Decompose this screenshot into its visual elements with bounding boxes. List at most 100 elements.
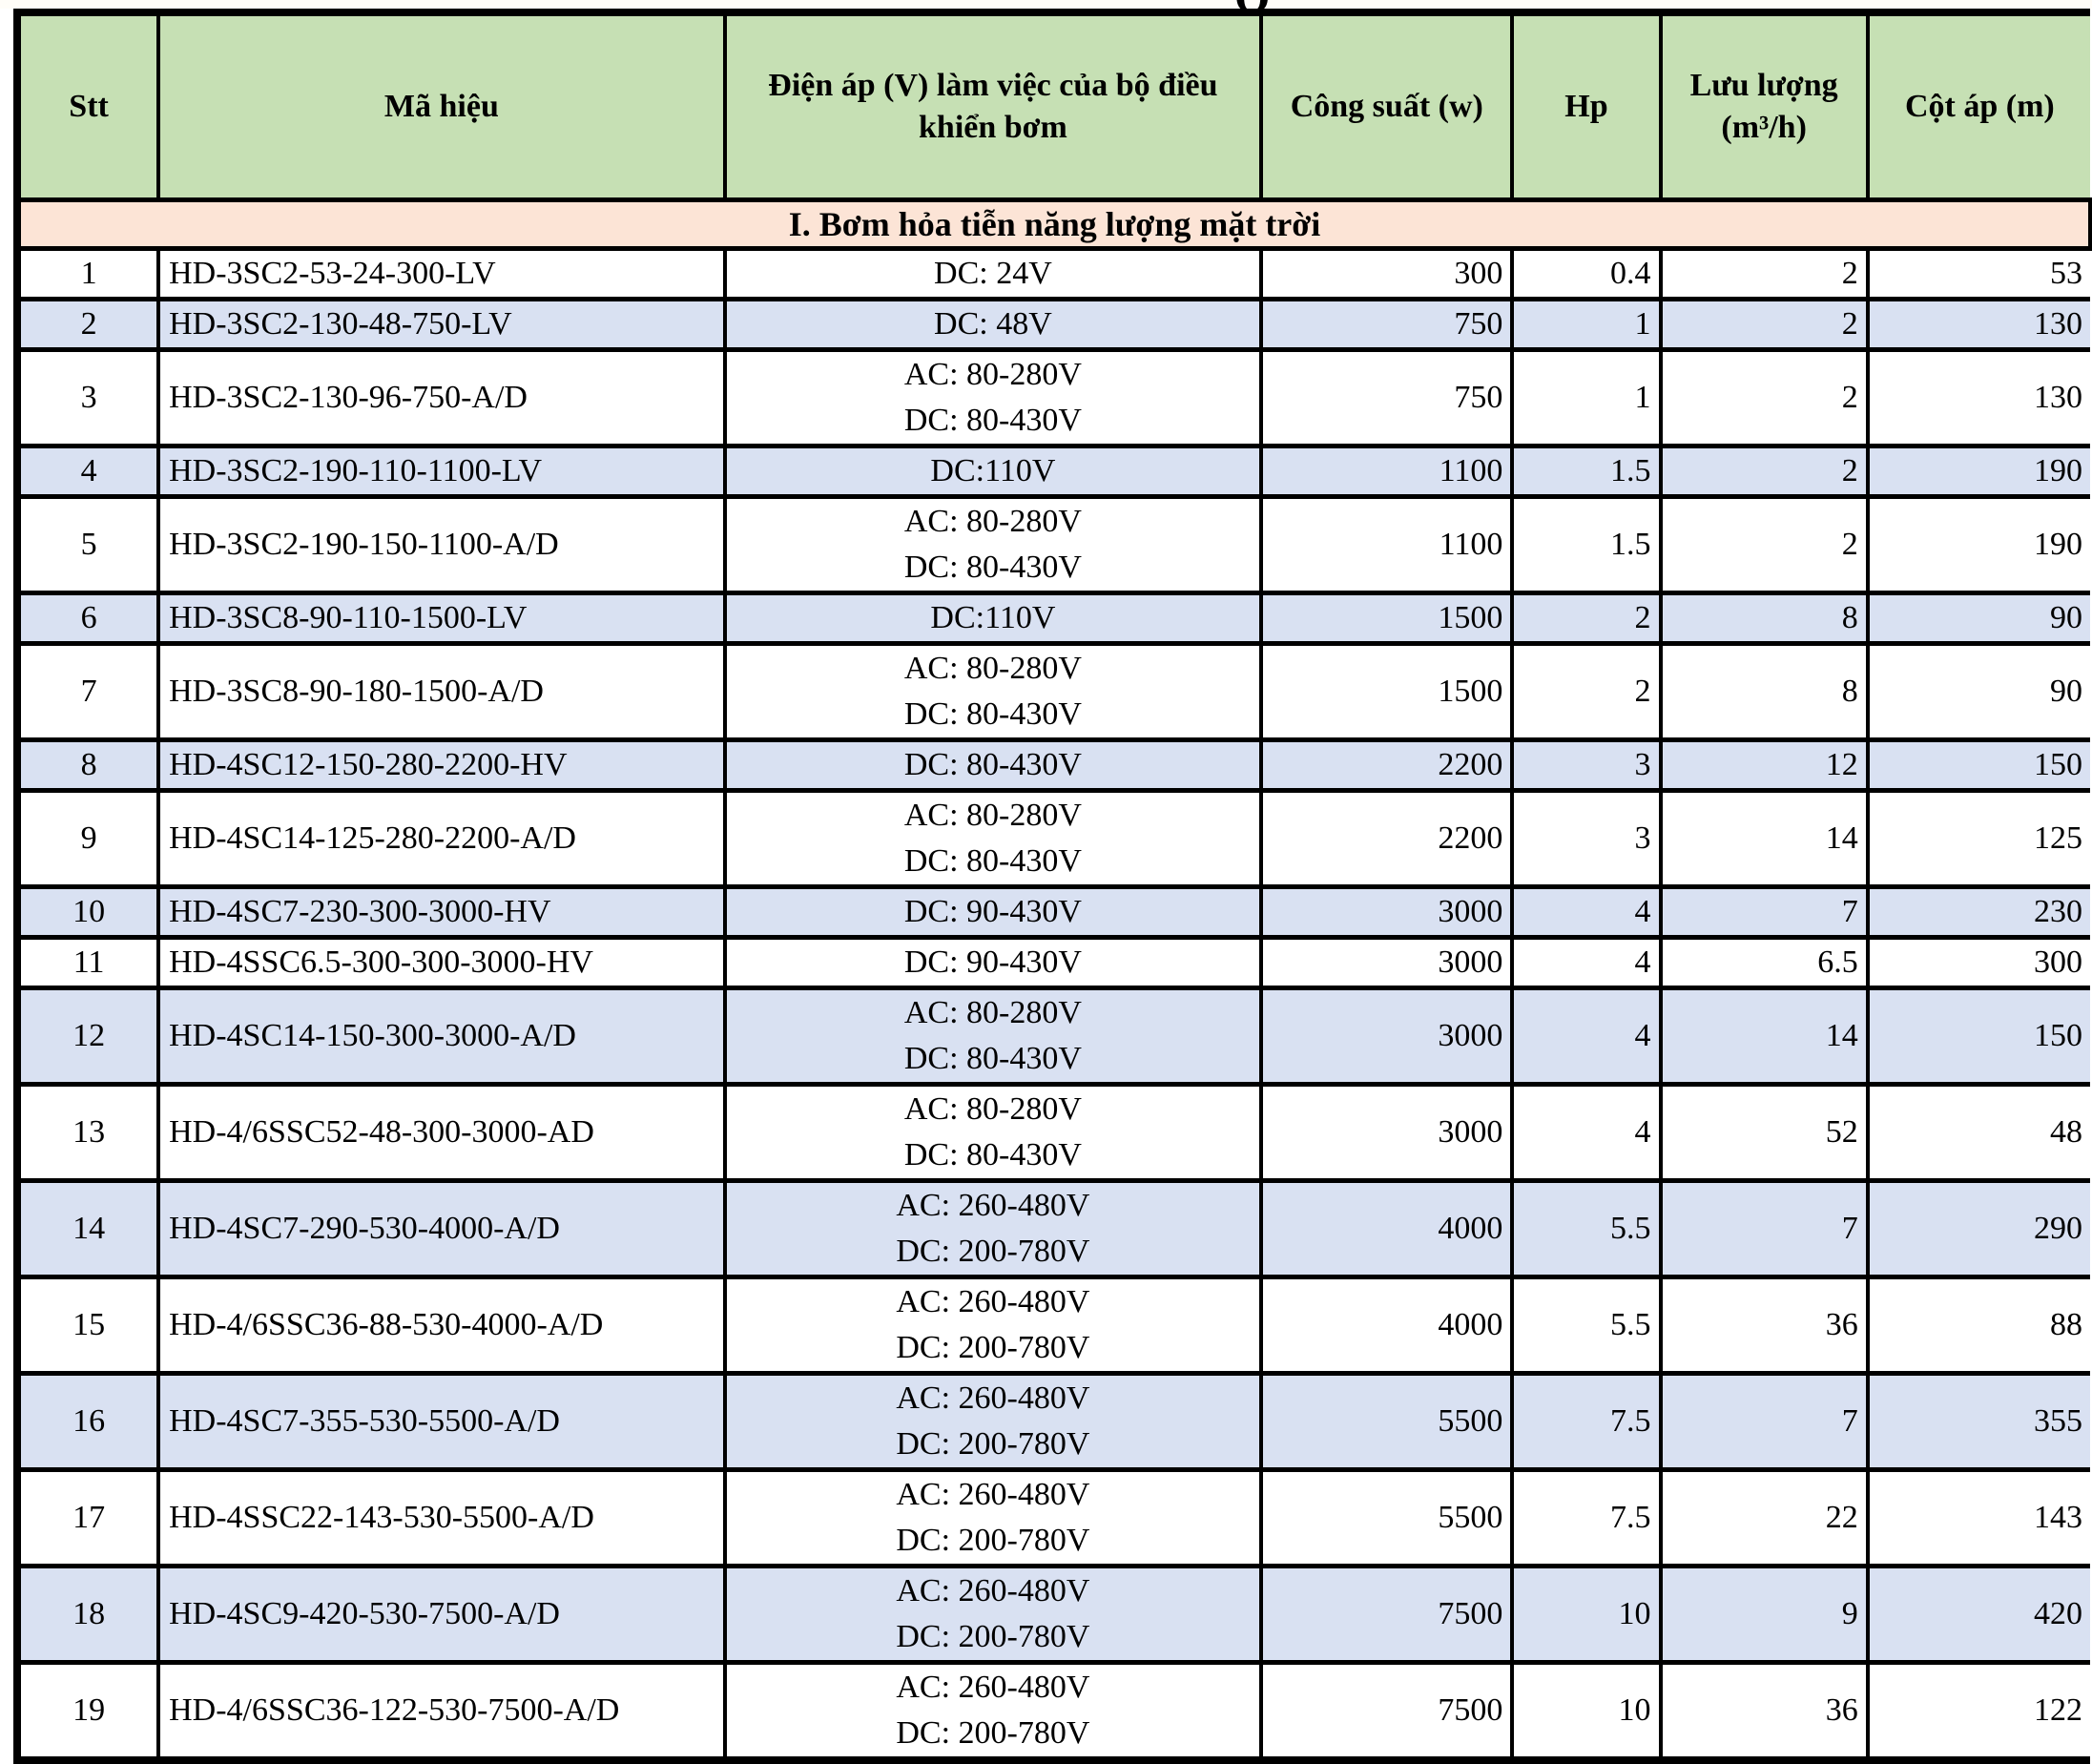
cell-cot-ap: 90 (1865, 640, 2090, 742)
cell-stt: 14 (14, 1177, 161, 1279)
voltage-line: AC: 260-480V (896, 1380, 1090, 1416)
cell-hp: 1.5 (1510, 443, 1663, 499)
cell-voltage: DC:110V (722, 590, 1264, 646)
cell-cot-ap: 143 (1865, 1466, 2090, 1568)
voltage-line: DC: 200-780V (896, 1714, 1090, 1751)
cell-voltage: DC: 90-430V (722, 934, 1264, 990)
cell-stt: 5 (14, 493, 161, 595)
voltage-line: DC: 80-430V (903, 402, 1082, 438)
cell-cong-suat: 7500 (1259, 1563, 1515, 1665)
cell-model-code: HD-4/6SSC52-48-300-3000-AD (156, 1081, 727, 1183)
column-header-ma_hieu: Mã hiệu (156, 10, 727, 202)
cell-cong-suat: 3000 (1259, 934, 1515, 990)
cell-cong-suat: 1500 (1259, 590, 1515, 646)
cell-stt: 9 (14, 787, 161, 889)
cell-hp: 3 (1510, 787, 1663, 889)
cell-stt: 3 (14, 346, 161, 448)
cell-cot-ap: 125 (1865, 787, 2090, 889)
cell-cong-suat: 4000 (1259, 1177, 1515, 1279)
table-row-10: 10 HD-4SC7-230-300-3000-HV DC: 90-430V 3000… (14, 883, 2090, 940)
column-header-luu_luong: Lưu lượng (m³/h) (1658, 10, 1870, 202)
cell-cong-suat: 5500 (1259, 1370, 1515, 1472)
cell-luu-luong: 7 (1658, 1370, 1870, 1472)
table-row-12: 12 HD-4SC14-150-300-3000-A/D AC: 80-280V DC… (14, 985, 2090, 1087)
voltage-line: DC: 200-780V (896, 1233, 1090, 1269)
section-row: I. Bơm hỏa tiễn năng lượng mặt trời (15, 197, 2092, 251)
cell-stt: 17 (14, 1466, 161, 1568)
cell-luu-luong: 8 (1658, 640, 1870, 742)
cell-luu-luong: 36 (1658, 1659, 1870, 1763)
cell-model-code: HD-4SC7-355-530-5500-A/D (156, 1370, 727, 1472)
voltage-line: AC: 80-280V (903, 994, 1082, 1030)
cell-voltage: DC: 24V (722, 245, 1264, 301)
cell-stt: 13 (14, 1081, 161, 1183)
table-row-17: 17 HD-4SSC22-143-530-5500-A/D AC: 260-480V… (14, 1466, 2090, 1568)
cell-hp: 4 (1510, 1081, 1663, 1183)
cell-voltage: DC: 48V (722, 296, 1264, 352)
cell-hp: 0.4 (1510, 245, 1663, 301)
cell-cot-ap: 90 (1865, 590, 2090, 646)
cell-model-code: HD-4SC9-420-530-7500-A/D (156, 1563, 727, 1665)
cell-cot-ap: 48 (1865, 1081, 2090, 1183)
voltage-line: AC: 260-480V (896, 1283, 1090, 1319)
header-row: Stt Mã hiệu Điện áp (V) làm việc của bộ đi… (14, 10, 2090, 202)
voltage-line: DC:110V (930, 599, 1056, 635)
cell-model-code: HD-4SSC22-143-530-5500-A/D (156, 1466, 727, 1568)
cell-luu-luong: 14 (1658, 787, 1870, 889)
cell-cot-ap: 190 (1865, 493, 2090, 595)
voltage-line: DC:110V (930, 452, 1056, 488)
cell-luu-luong: 6.5 (1658, 934, 1870, 990)
table-row-5: 5 HD-3SC2-190-150-1100-A/D AC: 80-280V DC: … (14, 493, 2090, 595)
cell-voltage: DC:110V (722, 443, 1264, 499)
cell-cong-suat: 2200 (1259, 737, 1515, 793)
cell-model-code: HD-3SC2-130-48-750-LV (156, 296, 727, 352)
voltage-line: AC: 260-480V (896, 1187, 1090, 1223)
cell-voltage: AC: 80-280V DC: 80-430V (722, 787, 1264, 889)
voltage-line: DC: 200-780V (896, 1618, 1090, 1654)
cell-cot-ap: 190 (1865, 443, 2090, 499)
cell-luu-luong: 12 (1658, 737, 1870, 793)
cell-hp: 10 (1510, 1563, 1663, 1665)
cell-hp: 2 (1510, 640, 1663, 742)
cell-cong-suat: 4000 (1259, 1274, 1515, 1376)
table-row-2: 2 HD-3SC2-130-48-750-LV DC: 48V 750 1 2 130 (14, 296, 2090, 352)
column-header-cong_suat: Công suất (w) (1259, 10, 1515, 202)
table-row-11: 11 HD-4SSC6.5-300-300-3000-HV DC: 90-430V 3… (14, 934, 2090, 990)
voltage-line: AC: 80-280V (903, 1090, 1082, 1127)
cell-voltage: AC: 260-480V DC: 200-780V (722, 1563, 1264, 1665)
cell-luu-luong: 2 (1658, 493, 1870, 595)
cell-cong-suat: 7500 (1259, 1659, 1515, 1763)
cell-stt: 19 (14, 1659, 161, 1763)
cell-model-code: HD-4SC7-290-530-4000-A/D (156, 1177, 727, 1279)
column-header-hp: Hp (1510, 10, 1663, 202)
cell-model-code: HD-3SC8-90-110-1500-LV (156, 590, 727, 646)
cell-hp: 1 (1510, 296, 1663, 352)
voltage-line: DC: 200-780V (896, 1522, 1090, 1558)
cell-luu-luong: 2 (1658, 296, 1870, 352)
cell-stt: 7 (14, 640, 161, 742)
cell-stt: 18 (14, 1563, 161, 1665)
cell-cot-ap: 355 (1865, 1370, 2090, 1472)
cell-cot-ap: 88 (1865, 1274, 2090, 1376)
cell-cot-ap: 230 (1865, 883, 2090, 940)
cell-hp: 10 (1510, 1659, 1663, 1763)
cell-cot-ap: 290 (1865, 1177, 2090, 1279)
cell-hp: 2 (1510, 590, 1663, 646)
cell-voltage: AC: 260-480V DC: 200-780V (722, 1274, 1264, 1376)
voltage-line: AC: 260-480V (896, 1476, 1090, 1512)
table-row-13: 13 HD-4/6SSC52-48-300-3000-AD AC: 80-280V D… (14, 1081, 2090, 1183)
cell-model-code: HD-4SC7-230-300-3000-HV (156, 883, 727, 940)
cell-cong-suat: 3000 (1259, 985, 1515, 1087)
cell-model-code: HD-4/6SSC36-88-530-4000-A/D (156, 1274, 727, 1376)
cell-hp: 7.5 (1510, 1466, 1663, 1568)
voltage-line: DC: 80-430V (903, 1040, 1082, 1076)
column-header-dien_ap: Điện áp (V) làm việc của bộ điều khiển b… (722, 10, 1264, 202)
cell-luu-luong: 7 (1658, 883, 1870, 940)
table-body: I. Bơm hỏa tiễn năng lượng mặt trời 1 HD-… (14, 197, 2092, 1763)
table-row-15: 15 HD-4/6SSC36-88-530-4000-A/D AC: 260-480… (14, 1274, 2090, 1376)
table-row-19: 19 HD-4/6SSC36-122-530-7500-A/D AC: 260-48… (14, 1659, 2090, 1763)
cell-stt: 16 (14, 1370, 161, 1472)
cell-luu-luong: 9 (1658, 1563, 1870, 1665)
voltage-line: DC: 80-430V (903, 842, 1082, 879)
cell-stt: 11 (14, 934, 161, 990)
